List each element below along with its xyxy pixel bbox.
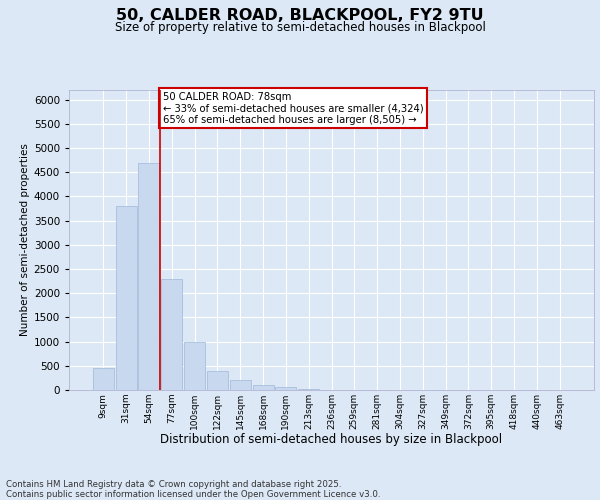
Bar — [207, 370, 228, 390]
Bar — [139, 162, 160, 390]
Bar — [253, 385, 274, 390]
Text: 50 CALDER ROAD: 78sqm
← 33% of semi-detached houses are smaller (4,324)
65% of s: 50 CALDER ROAD: 78sqm ← 33% of semi-deta… — [163, 92, 424, 124]
Text: 50, CALDER ROAD, BLACKPOOL, FY2 9TU: 50, CALDER ROAD, BLACKPOOL, FY2 9TU — [116, 8, 484, 22]
Text: Size of property relative to semi-detached houses in Blackpool: Size of property relative to semi-detach… — [115, 21, 485, 34]
Y-axis label: Number of semi-detached properties: Number of semi-detached properties — [20, 144, 29, 336]
Bar — [230, 380, 251, 390]
Bar — [275, 387, 296, 390]
Bar — [116, 206, 137, 390]
Text: Contains HM Land Registry data © Crown copyright and database right 2025.
Contai: Contains HM Land Registry data © Crown c… — [6, 480, 380, 499]
X-axis label: Distribution of semi-detached houses by size in Blackpool: Distribution of semi-detached houses by … — [160, 434, 503, 446]
Bar — [93, 368, 114, 390]
Bar — [161, 278, 182, 390]
Bar — [184, 342, 205, 390]
Bar — [298, 388, 319, 390]
